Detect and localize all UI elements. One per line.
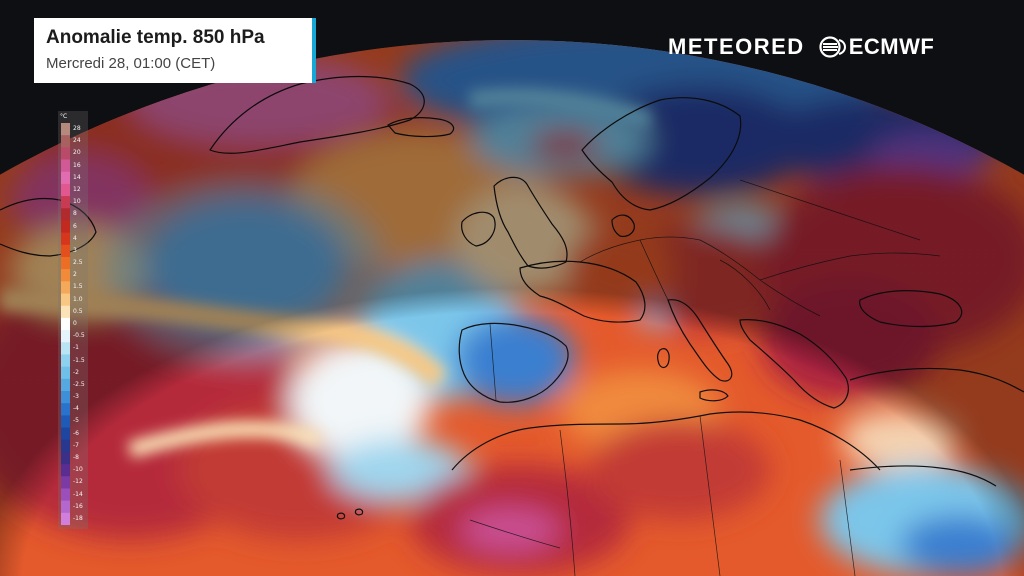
legend-tick-label: 1.5 (73, 283, 83, 291)
legend-tick-label: 12 (73, 186, 81, 193)
legend-tick-label: -10 (73, 466, 83, 474)
legend-swatch (61, 244, 70, 258)
legend-tick-label: 4 (73, 234, 77, 242)
legend-swatch (61, 123, 70, 136)
legend-unit: °C (60, 113, 68, 120)
color-legend: °C 28 24 20 16 14 12 10 8 6 4 3 2.5 2 1.5 1.0 0.5 0 -0.5 -… (58, 111, 88, 529)
legend-swatch (61, 317, 70, 331)
legend-swatch (61, 439, 70, 453)
legend-tick-label: -4 (73, 405, 79, 413)
legend-swatch (61, 476, 70, 489)
legend-tick-label: 10 (73, 198, 81, 206)
legend-swatch (61, 427, 70, 441)
legend-tick-label: 14 (73, 173, 81, 181)
ecmwf-logo: ECMWF (819, 33, 935, 61)
legend-tick-label: -5 (73, 417, 79, 425)
legend-swatch (61, 500, 70, 514)
legend-tick-label: 1.0 (73, 295, 83, 303)
legend-swatch (61, 208, 70, 221)
legend-swatch (61, 220, 70, 234)
legend-color-bar (61, 123, 70, 525)
title-box: Anomalie temp. 850 hPa Mercredi 28, 01:0… (34, 18, 316, 83)
legend-swatch (61, 293, 70, 307)
legend-tick-label: -3 (73, 393, 79, 401)
legend-tick-label: 16 (73, 161, 81, 169)
legend-tick-label: -1 (73, 344, 79, 352)
legend-swatch (61, 415, 70, 429)
legend-tick-label: -6 (73, 429, 79, 437)
legend-swatch (61, 269, 70, 282)
legend-tick-label: -8 (73, 454, 79, 461)
legend-tick-label: -0.5 (73, 332, 85, 340)
branding: METEORED ECMWF (668, 33, 934, 61)
legend-swatch (61, 171, 70, 185)
legend-swatch (61, 342, 70, 355)
legend-swatch (61, 305, 70, 319)
legend-tick-label: 2 (73, 271, 77, 279)
legend-tick-label: 8 (73, 210, 77, 218)
legend-tick-label: 28 (73, 125, 81, 133)
legend-tick-label: -2.5 (73, 380, 85, 388)
legend-tick-label: -12 (73, 478, 83, 486)
legend-swatch (61, 391, 70, 404)
legend-swatch (61, 196, 70, 209)
legend-swatch (61, 378, 70, 392)
legend-swatch (61, 147, 70, 161)
ecmwf-swirl-icon (819, 36, 846, 58)
legend-swatch (61, 257, 70, 270)
legend-swatch (61, 135, 70, 148)
legend-tick-label: 20 (73, 149, 81, 157)
legend-swatch (61, 281, 70, 295)
legend-tick-label: -2 (73, 368, 79, 376)
legend-tick-label: 0 (73, 320, 77, 327)
legend-tick-label: -14 (73, 490, 83, 498)
ecmwf-wordmark: ECMWF (848, 34, 935, 59)
legend-swatch (61, 330, 70, 343)
legend-tick-label: 24 (73, 137, 81, 145)
legend-swatch (61, 512, 70, 525)
legend-swatch (61, 488, 70, 502)
legend-tick-label: 6 (73, 222, 77, 230)
legend-swatch (61, 464, 70, 477)
legend-tick-label: -7 (73, 441, 79, 449)
legend-tick-label: -16 (73, 502, 83, 510)
legend-swatch (61, 366, 70, 380)
legend-tick-label: 3 (73, 246, 77, 254)
legend-swatch (61, 354, 70, 368)
legend-tick-label: 2.5 (73, 259, 83, 267)
map-timestamp: Mercredi 28, 01:00 (CET) (46, 55, 216, 72)
legend-tick-label: -1.5 (73, 356, 85, 364)
legend-swatch (61, 159, 70, 173)
meteored-logo: METEORED (668, 34, 805, 59)
legend-swatch (61, 451, 70, 465)
legend-swatch (61, 183, 70, 197)
legend-tick-label: -18 (73, 514, 83, 522)
map-title: Anomalie temp. 850 hPa (46, 27, 265, 48)
legend-swatch (61, 403, 70, 416)
legend-swatch (61, 232, 70, 246)
legend-tick-label: 0.5 (73, 307, 83, 315)
